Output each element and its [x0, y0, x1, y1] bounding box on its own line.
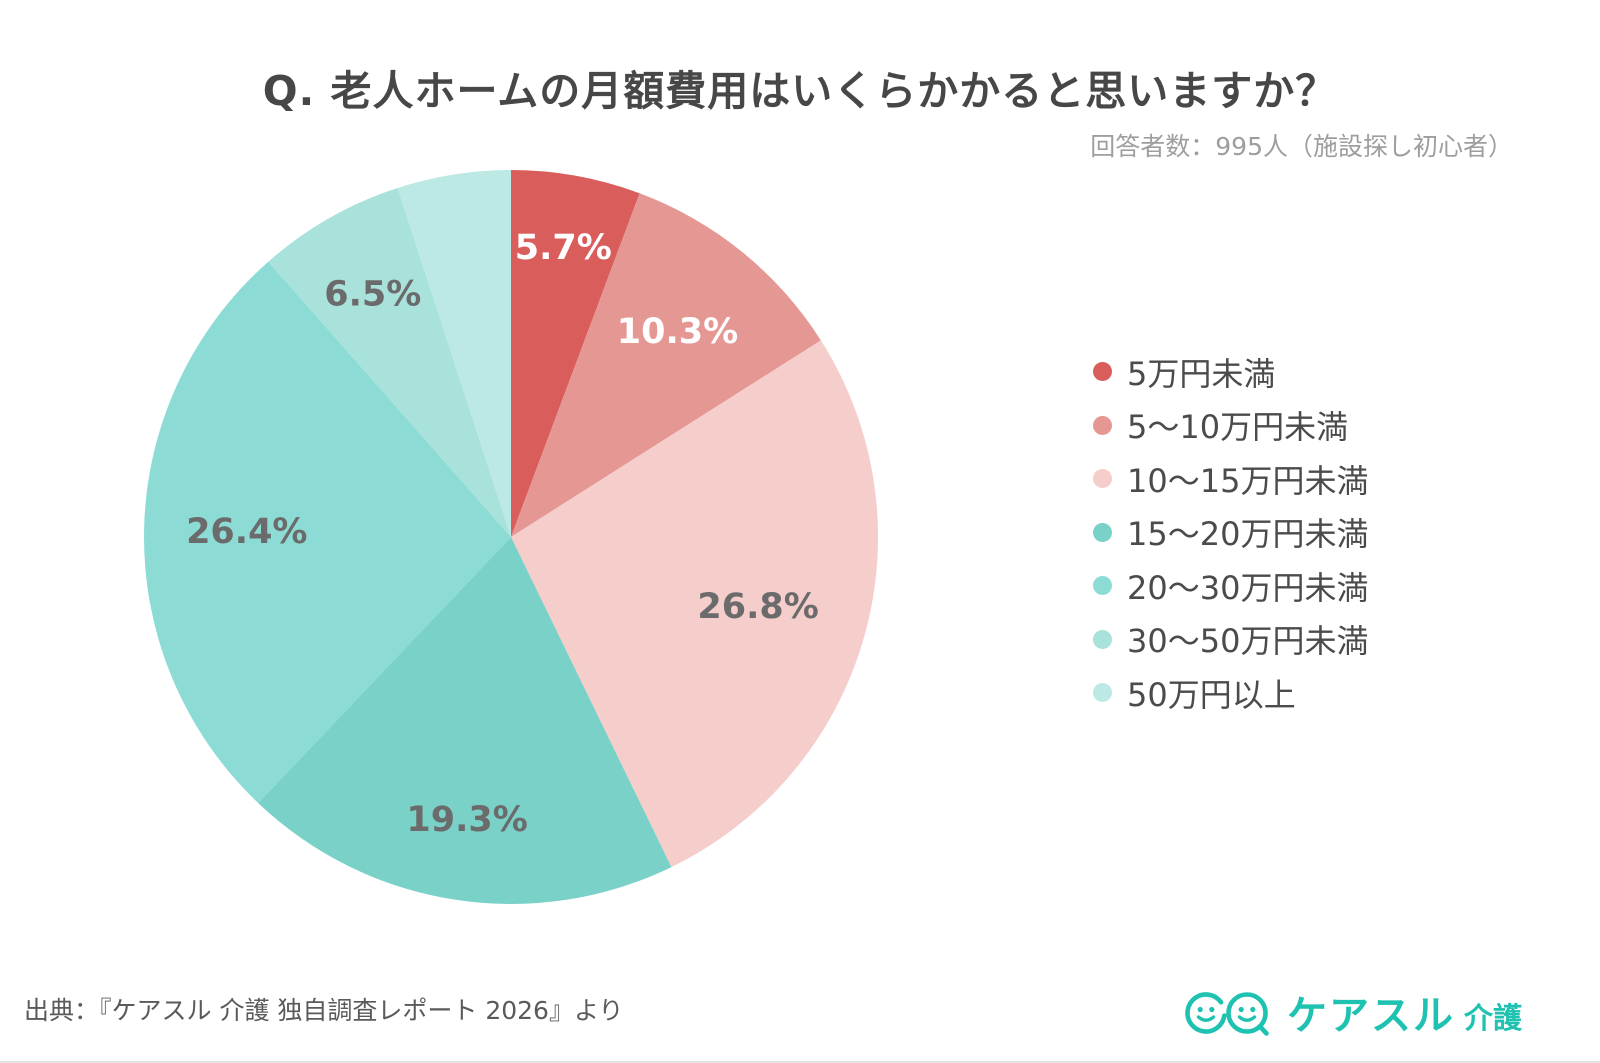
legend-dot-icon [1093, 469, 1112, 489]
slice-percent-label-5: 6.5% [324, 275, 421, 315]
logo-suffix-text: 介護 [1463, 1001, 1522, 1035]
slice-percent-label-0: 5.7% [515, 228, 612, 268]
slice-percent-label-4: 26.4% [186, 512, 307, 552]
smiley-faces-icon [1185, 992, 1269, 1036]
pie-slice-6 [397, 170, 511, 537]
legend-label: 15～20万円未満 [1127, 515, 1369, 554]
legend-label: 5～10万円未満 [1127, 408, 1349, 447]
pie-chart-svg: 5.7% 10.3% 26.8% 19.3% 26.4% 6.5% [144, 170, 879, 904]
legend-label: 5万円未満 [1127, 354, 1276, 393]
legend-item-2: 10～15万円未満 [1093, 452, 1368, 506]
legend-item-0: 5万円未満 [1093, 345, 1368, 399]
slice-percent-label-2: 26.8% [697, 587, 818, 627]
legend-item-4: 20～30万円未満 [1093, 559, 1368, 613]
legend-dot-icon [1093, 362, 1112, 382]
caresul-logo: ケアスル 介護 [1181, 983, 1522, 1041]
legend: 5万円未満 5～10万円未満 10～15万円未満 15～20万円未満 20～30万円未満… [1093, 345, 1368, 720]
legend-label: 20～30万円未満 [1127, 568, 1369, 607]
logo-brand-text: ケアスル [1286, 993, 1455, 1039]
legend-dot-icon [1093, 629, 1112, 649]
respondents-note: 回答者数：995人（施設探し初心者） [1090, 132, 1513, 161]
pie-slice-2 [511, 340, 879, 868]
legend-label: 50万円以上 [1127, 675, 1296, 714]
source-note: 出典：『ケアスル 介護 独自調査レポート 2026』より [24, 996, 624, 1025]
pie-slice-3 [258, 537, 672, 904]
slice-percent-label-1: 10.3% [617, 312, 738, 352]
legend-item-3: 15～20万円未満 [1093, 506, 1368, 560]
legend-dot-icon [1093, 683, 1112, 703]
legend-dot-icon [1093, 522, 1112, 542]
pie-slice-1 [511, 193, 821, 537]
pie-slice-4 [144, 261, 511, 803]
legend-dot-icon [1093, 576, 1112, 596]
legend-item-5: 30～50万円未満 [1093, 613, 1368, 667]
chart-title: Q. 老人ホームの月額費用はいくらかかると思いますか？ [262, 67, 1338, 115]
legend-label: 30～50万円未満 [1127, 622, 1369, 661]
legend-dot-icon [1093, 415, 1112, 435]
slice-percent-label-3: 19.3% [406, 800, 527, 840]
legend-item-1: 5～10万円未満 [1093, 399, 1368, 453]
legend-item-6: 50万円以上 [1093, 666, 1368, 720]
legend-label: 10～15万円未満 [1127, 461, 1369, 500]
pie-slice-5 [268, 187, 511, 537]
pie-slice-0 [511, 170, 640, 537]
pie-chart: 5.7% 10.3% 26.8% 19.3% 26.4% 6.5% [141, 168, 881, 908]
